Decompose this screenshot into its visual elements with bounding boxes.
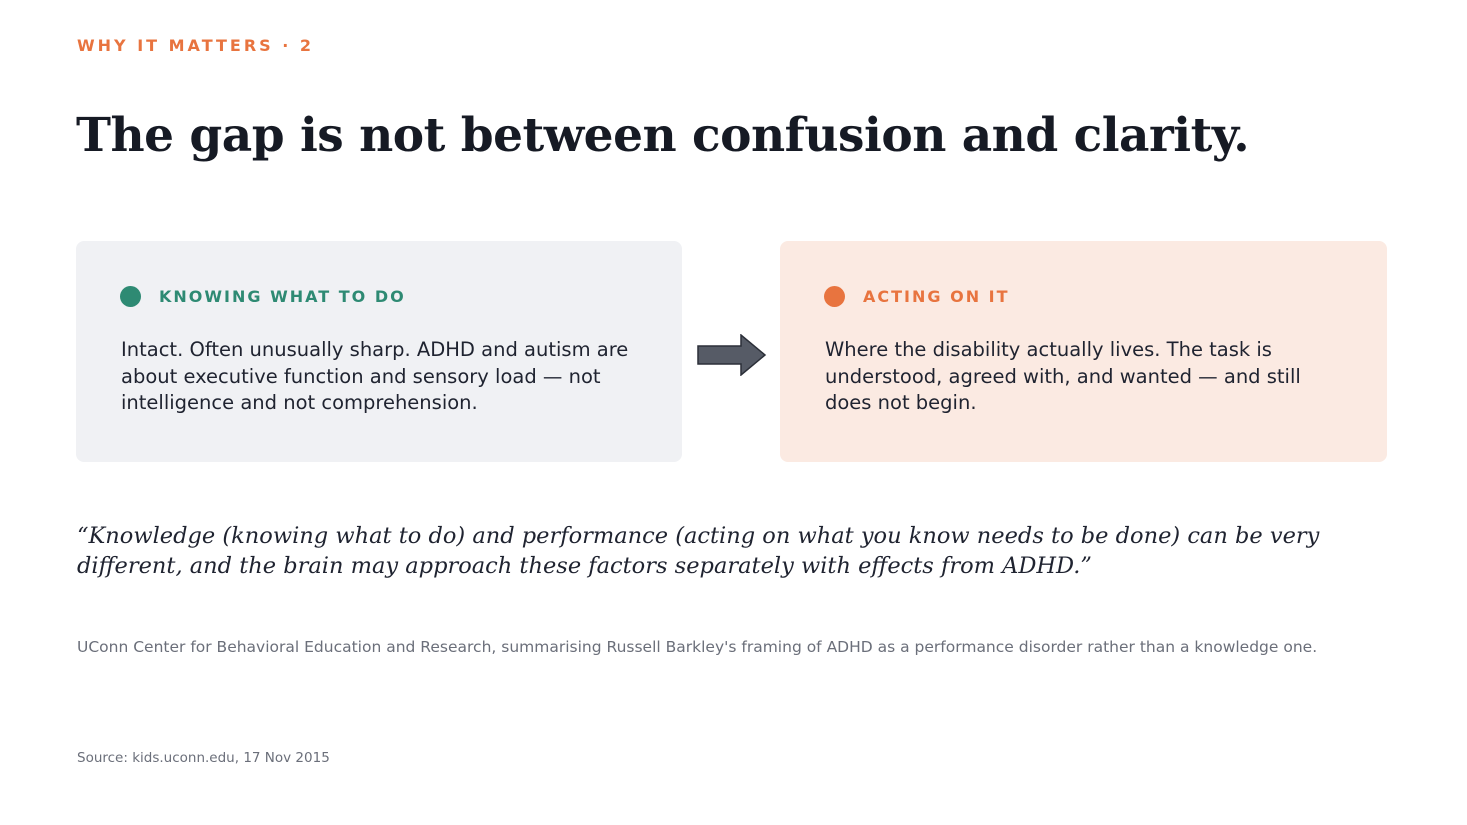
teal-dot-icon (120, 286, 141, 307)
quote-attribution: UConn Center for Behavioral Education an… (77, 638, 1318, 656)
card-body: Where the disability actually lives. The… (825, 338, 1301, 414)
pull-quote: “Knowledge (knowing what to do) and perf… (77, 523, 1320, 579)
card-knowing: KNOWING WHAT TO DO Intact. Often unusual… (76, 241, 682, 462)
card-header: KNOWING WHAT TO DO (120, 286, 406, 307)
eyebrow-label: WHY IT MATTERS · 2 (77, 36, 315, 55)
source-note: Source: kids.uconn.edu, 17 Nov 2015 (77, 750, 330, 766)
orange-dot-icon (824, 286, 845, 307)
card-header: ACTING ON IT (824, 286, 1010, 307)
card-label: ACTING ON IT (863, 287, 1010, 306)
card-acting: ACTING ON IT Where the disability actual… (780, 241, 1387, 462)
page-title: The gap is not between confusion and cla… (76, 108, 1250, 163)
arrow-right-icon (697, 334, 767, 376)
card-label: KNOWING WHAT TO DO (159, 287, 406, 306)
card-body: Intact. Often unusually sharp. ADHD and … (121, 338, 629, 414)
